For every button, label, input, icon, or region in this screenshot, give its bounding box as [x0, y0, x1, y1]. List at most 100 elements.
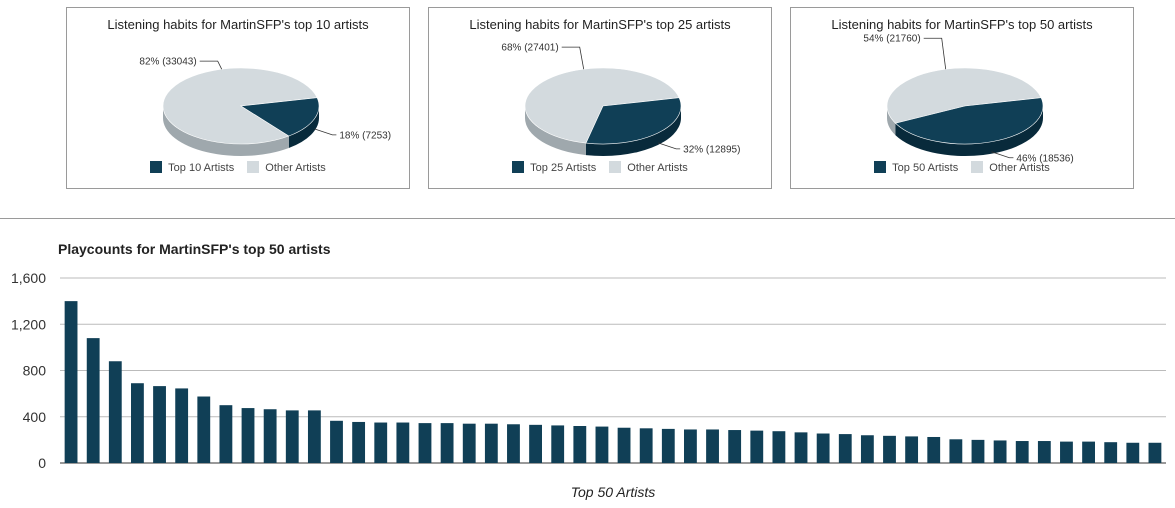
legend-label: Top 25 Artists	[530, 162, 597, 174]
bar	[462, 423, 476, 463]
bar	[307, 410, 321, 463]
legend-item-other[interactable]: Other Artists	[971, 161, 1050, 174]
legend-item-top[interactable]: Top 10 Artists	[150, 161, 234, 174]
legend-item-top[interactable]: Top 50 Artists	[874, 161, 958, 174]
pie-slice-other	[162, 67, 318, 145]
y-tick-label: 400	[23, 409, 47, 425]
bar	[440, 423, 454, 463]
bar	[153, 386, 166, 463]
pie-chart: 46% (18536) 54% (21760)	[863, 34, 1073, 165]
pie-side-other	[887, 106, 896, 136]
pie-label-top: 32% (12895)	[683, 144, 740, 155]
bar	[175, 388, 189, 463]
bar	[285, 410, 299, 463]
legend-swatch-top	[874, 161, 887, 173]
pie-label-other: 82% (33043)	[139, 57, 196, 68]
pie-slice-other	[886, 67, 1042, 124]
bar	[639, 428, 653, 463]
pie-chart: 32% (12895) 68% (27401)	[501, 43, 740, 156]
bar	[241, 408, 255, 463]
bar-chart-title: Playcounts for MartinSFP's top 50 artist…	[58, 241, 331, 257]
pie-label-other: 68% (27401)	[501, 43, 558, 54]
pie-title: Listening habits for MartinSFP's top 10 …	[107, 17, 369, 32]
bar	[838, 434, 852, 463]
bar	[1015, 441, 1029, 463]
bar	[595, 426, 609, 463]
bar	[529, 424, 542, 463]
bar	[197, 396, 211, 463]
pie-side-top	[288, 106, 319, 149]
bar	[728, 430, 742, 463]
legend-swatch-other	[971, 161, 984, 173]
bar	[263, 409, 277, 463]
legend-item-top[interactable]: Top 25 Artists	[512, 161, 596, 174]
pie-chart: 18% (7253) 82% (33043)	[139, 57, 391, 156]
pie-panel-top10: Listening habits for MartinSFP's top 10 …	[66, 7, 410, 189]
pie-slice-top	[240, 97, 320, 137]
legend-item-other[interactable]: Other Artists	[609, 161, 688, 174]
bar	[816, 433, 830, 463]
bar	[706, 429, 719, 463]
pie-legend: Top 25 Artists Other Artists	[429, 161, 771, 174]
bar	[484, 423, 498, 463]
bar	[883, 435, 896, 463]
bar	[684, 429, 697, 463]
legend-swatch-top	[150, 161, 163, 173]
pie-leader-other	[561, 46, 585, 70]
pie-title: Listening habits for MartinSFP's top 50 …	[831, 17, 1093, 32]
bar	[1037, 441, 1051, 463]
pie-label-top: 18% (7253)	[339, 130, 391, 141]
bar	[551, 425, 565, 463]
bar	[1060, 441, 1073, 463]
bar	[750, 430, 764, 463]
pie-panel-top25: Listening habits for MartinSFP's top 25 …	[428, 7, 772, 189]
legend-swatch-top	[512, 161, 525, 173]
bar	[418, 423, 432, 463]
pie-legend: Top 10 Artists Other Artists	[67, 161, 409, 174]
pie-slice-other	[524, 67, 680, 144]
bar	[352, 421, 366, 463]
bar	[1104, 442, 1118, 463]
bar	[617, 427, 631, 463]
bar	[573, 426, 587, 463]
bar	[661, 428, 675, 463]
pie-leader-top	[314, 128, 337, 136]
pie-leader-other	[199, 60, 223, 70]
bar	[131, 383, 144, 463]
y-tick-label: 0	[38, 455, 46, 471]
legend-label: Top 50 Artists	[892, 162, 959, 174]
bar	[1148, 442, 1162, 463]
bar	[396, 422, 410, 463]
pie-slice-top	[585, 97, 682, 145]
bar	[949, 439, 963, 463]
bar	[971, 439, 985, 463]
bar	[330, 420, 343, 463]
legend-label: Other Artists	[989, 162, 1050, 174]
pie-title: Listening habits for MartinSFP's top 25 …	[469, 17, 731, 32]
pie-legend: Top 50 Artists Other Artists	[791, 161, 1133, 174]
legend-label: Other Artists	[265, 162, 326, 174]
bar	[507, 424, 520, 463]
pie-side-top	[585, 106, 681, 156]
bar	[905, 436, 919, 463]
bar	[219, 405, 233, 463]
pie-slice-top	[894, 97, 1044, 145]
y-tick-label: 1,600	[11, 270, 46, 286]
bar	[1126, 442, 1140, 463]
pie-side-other	[525, 106, 586, 156]
legend-swatch-other	[609, 161, 622, 173]
pie-leader-top	[658, 142, 681, 150]
legend-label: Other Artists	[627, 162, 688, 174]
bar	[860, 435, 874, 463]
bar	[64, 301, 78, 463]
y-tick-label: 800	[23, 363, 47, 379]
bar	[794, 432, 808, 463]
pie-panel-top50: Listening habits for MartinSFP's top 50 …	[790, 7, 1134, 189]
x-axis-label: Top 50 Artists	[570, 484, 656, 500]
legend-label: Top 10 Artists	[168, 162, 235, 174]
bar	[108, 361, 122, 463]
legend-item-other[interactable]: Other Artists	[247, 161, 326, 174]
bar	[374, 422, 388, 463]
pie-side-top	[895, 106, 1043, 156]
